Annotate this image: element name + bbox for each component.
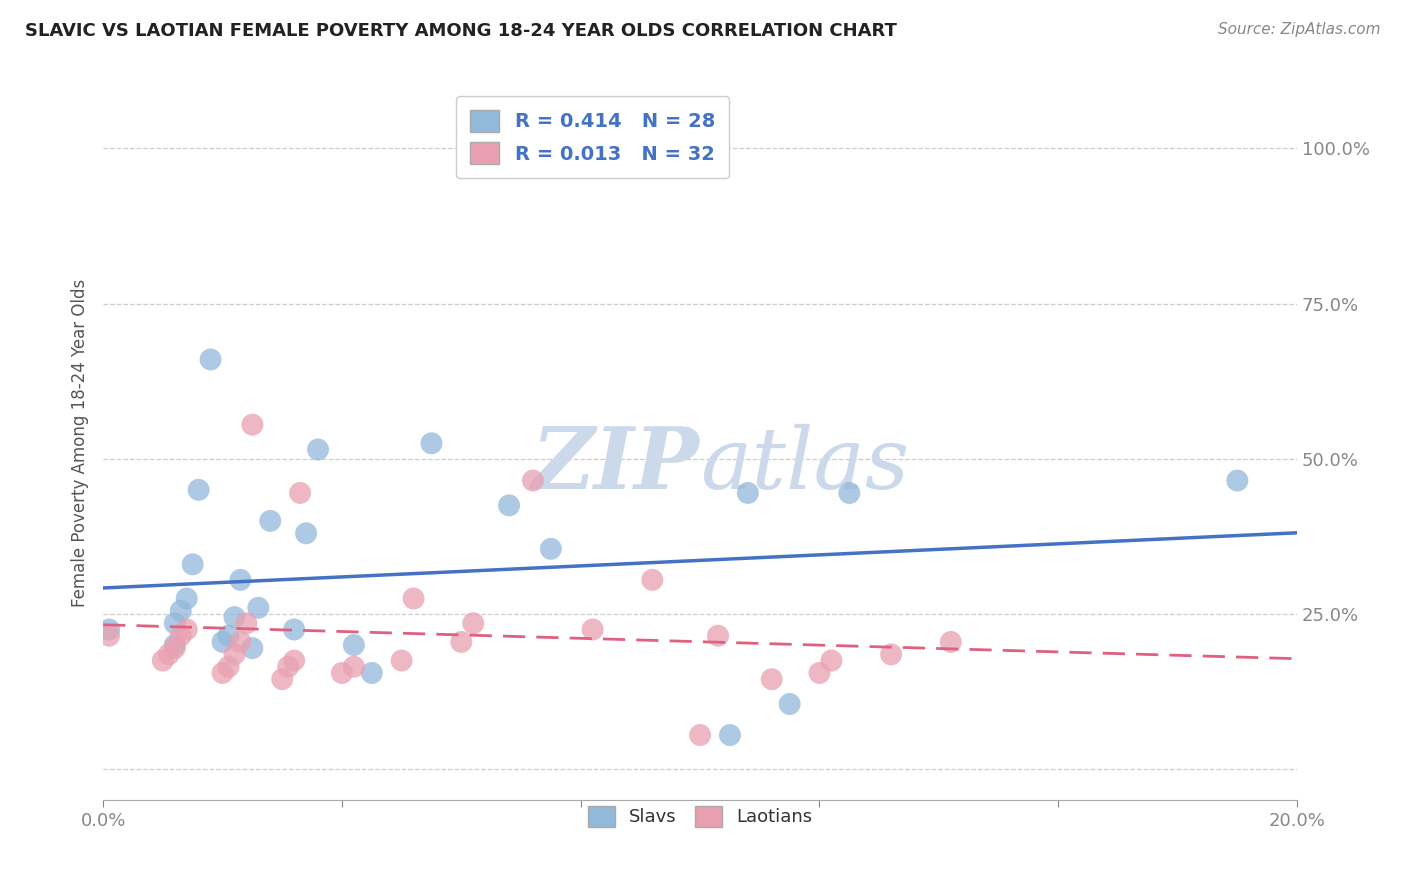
Point bbox=[271, 672, 294, 686]
Point bbox=[939, 635, 962, 649]
Point bbox=[307, 442, 329, 457]
Point bbox=[420, 436, 443, 450]
Text: ZIP: ZIP bbox=[533, 423, 700, 507]
Point bbox=[170, 629, 193, 643]
Point bbox=[218, 659, 240, 673]
Point bbox=[259, 514, 281, 528]
Point bbox=[641, 573, 664, 587]
Point bbox=[360, 665, 382, 680]
Point bbox=[229, 635, 252, 649]
Point bbox=[181, 558, 204, 572]
Point bbox=[450, 635, 472, 649]
Point bbox=[330, 665, 353, 680]
Point bbox=[211, 665, 233, 680]
Point bbox=[820, 654, 842, 668]
Point bbox=[761, 672, 783, 686]
Point bbox=[98, 629, 121, 643]
Point bbox=[1226, 474, 1249, 488]
Point bbox=[229, 573, 252, 587]
Point bbox=[152, 654, 174, 668]
Point bbox=[707, 629, 730, 643]
Text: atlas: atlas bbox=[700, 424, 910, 506]
Point bbox=[880, 648, 903, 662]
Y-axis label: Female Poverty Among 18-24 Year Olds: Female Poverty Among 18-24 Year Olds bbox=[72, 279, 89, 607]
Point bbox=[98, 623, 121, 637]
Text: Source: ZipAtlas.com: Source: ZipAtlas.com bbox=[1218, 22, 1381, 37]
Point bbox=[283, 654, 305, 668]
Point bbox=[224, 648, 246, 662]
Point bbox=[163, 638, 186, 652]
Point bbox=[163, 616, 186, 631]
Point bbox=[211, 635, 233, 649]
Point bbox=[240, 417, 263, 432]
Point bbox=[176, 623, 198, 637]
Point bbox=[295, 526, 318, 541]
Point bbox=[718, 728, 741, 742]
Point bbox=[779, 697, 801, 711]
Text: SLAVIC VS LAOTIAN FEMALE POVERTY AMONG 18-24 YEAR OLDS CORRELATION CHART: SLAVIC VS LAOTIAN FEMALE POVERTY AMONG 1… bbox=[25, 22, 897, 40]
Point bbox=[463, 616, 485, 631]
Point bbox=[187, 483, 209, 497]
Legend: Slavs, Laotians: Slavs, Laotians bbox=[581, 798, 820, 834]
Point bbox=[247, 600, 270, 615]
Point bbox=[235, 616, 257, 631]
Point bbox=[224, 610, 246, 624]
Point bbox=[391, 654, 413, 668]
Point bbox=[283, 623, 305, 637]
Point bbox=[689, 728, 711, 742]
Point bbox=[200, 352, 222, 367]
Point bbox=[277, 659, 299, 673]
Point bbox=[402, 591, 425, 606]
Point bbox=[176, 591, 198, 606]
Point bbox=[838, 486, 860, 500]
Point bbox=[540, 541, 562, 556]
Point bbox=[163, 641, 186, 656]
Point bbox=[582, 623, 605, 637]
Point bbox=[218, 629, 240, 643]
Point bbox=[343, 659, 366, 673]
Point bbox=[343, 638, 366, 652]
Point bbox=[288, 486, 311, 500]
Point bbox=[522, 474, 544, 488]
Point bbox=[808, 665, 831, 680]
Point bbox=[498, 499, 520, 513]
Point bbox=[240, 641, 263, 656]
Point bbox=[737, 486, 759, 500]
Point bbox=[170, 604, 193, 618]
Point bbox=[157, 648, 180, 662]
